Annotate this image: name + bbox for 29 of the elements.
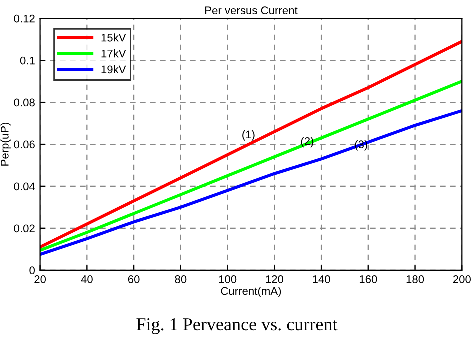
- legend-label: 15kV: [102, 34, 126, 42]
- x-tick-label: 80: [175, 276, 187, 284]
- x-tick-label: 200: [453, 276, 471, 284]
- legend-label: 19kV: [102, 65, 126, 74]
- y-tick-label: 0.06: [14, 140, 35, 149]
- caption: Fig. 1 Perveance vs. current: [136, 318, 338, 334]
- x-tick-label: 40: [81, 276, 93, 284]
- y-tick-label: 0.02: [14, 224, 35, 233]
- chart-title: Per versus Current: [206, 6, 298, 15]
- x-axis-title: Current(mA): [221, 287, 282, 298]
- line-series: [40, 40, 462, 249]
- annotation: (1): [242, 130, 255, 141]
- x-tick-label: 120: [266, 276, 284, 284]
- y-tick-label: 0.08: [14, 98, 35, 107]
- y-tick-label: 0: [30, 266, 35, 275]
- x-tick-label: 20: [34, 276, 46, 284]
- x-tick-label: 60: [128, 276, 140, 284]
- annotation: (2): [301, 137, 314, 148]
- line-series: [40, 80, 462, 252]
- line-series: [40, 109, 462, 256]
- legend-label: 17kV: [102, 50, 126, 58]
- y-tick-label: 0.1: [20, 56, 35, 65]
- y-tick-label: 0.04: [14, 182, 36, 191]
- x-tick-label: 160: [360, 276, 378, 284]
- x-tick-label: 180: [406, 276, 424, 284]
- y-tick-label: 0.12: [14, 14, 35, 23]
- x-tick-label: 140: [313, 276, 330, 284]
- y-axis-title: Perp(uP): [0, 122, 12, 166]
- x-tick-label: 100: [219, 276, 237, 284]
